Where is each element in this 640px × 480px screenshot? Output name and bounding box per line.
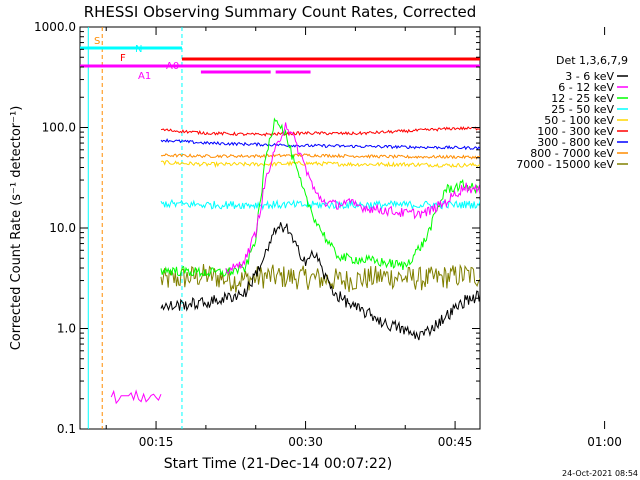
x-tick-label: 01:00	[587, 435, 622, 449]
legend-label: 6 - 12 keV	[558, 81, 614, 94]
series-line	[160, 263, 480, 293]
legend-label: 25 - 50 keV	[551, 103, 614, 116]
chart-title: RHESSI Observing Summary Count Rates, Co…	[84, 3, 477, 21]
y-axis-label: Corrected Count Rate (s⁻¹ detector⁻¹)	[9, 106, 24, 351]
legend-label: 7000 - 15000 keV	[516, 158, 614, 171]
legend-label: 50 - 100 keV	[544, 114, 614, 127]
y-tick-label: 1000.0	[34, 20, 76, 34]
timestamp: 24-Oct-2021 08:54	[562, 469, 638, 478]
y-tick-label: 1.0	[57, 322, 76, 336]
legend-label: 100 - 300 keV	[537, 125, 614, 138]
legend-label: 300 - 800 keV	[537, 136, 614, 149]
y-tick-label: 10.0	[49, 221, 76, 235]
legend-label: 800 - 7000 keV	[530, 147, 614, 160]
x-tick-label: 00:45	[438, 435, 473, 449]
x-axis-label: Start Time (21-Dec-14 00:07:22)	[164, 456, 392, 472]
y-tick-label: 0.1	[57, 422, 76, 436]
state-bar-label: A1	[138, 71, 151, 82]
series-group	[110, 117, 480, 405]
series-line	[160, 198, 480, 211]
series-line	[225, 122, 480, 274]
state-bar-label: S	[94, 36, 100, 47]
legend-label: 12 - 25 keV	[551, 92, 614, 105]
state-bars: S NF A0 A1	[80, 27, 480, 429]
series-line	[160, 117, 480, 278]
series-line	[160, 160, 480, 168]
y-axis: 0.1 1.0 10.0 100.0 1000.0	[34, 20, 480, 436]
state-bar-label: A0	[166, 61, 179, 72]
series-line	[160, 138, 480, 151]
series-line	[160, 222, 480, 341]
state-bar-label: F	[120, 53, 126, 64]
series-line-low-segment	[110, 389, 162, 405]
y-tick-label: 100.0	[42, 121, 76, 135]
legend-title: Det 1,3,6,7,9	[556, 54, 628, 67]
x-tick-label: 00:15	[139, 435, 174, 449]
x-tick-label: 00:30	[288, 435, 323, 449]
state-bar-label: N	[135, 44, 142, 55]
legend-label: 3 - 6 keV	[565, 70, 614, 83]
